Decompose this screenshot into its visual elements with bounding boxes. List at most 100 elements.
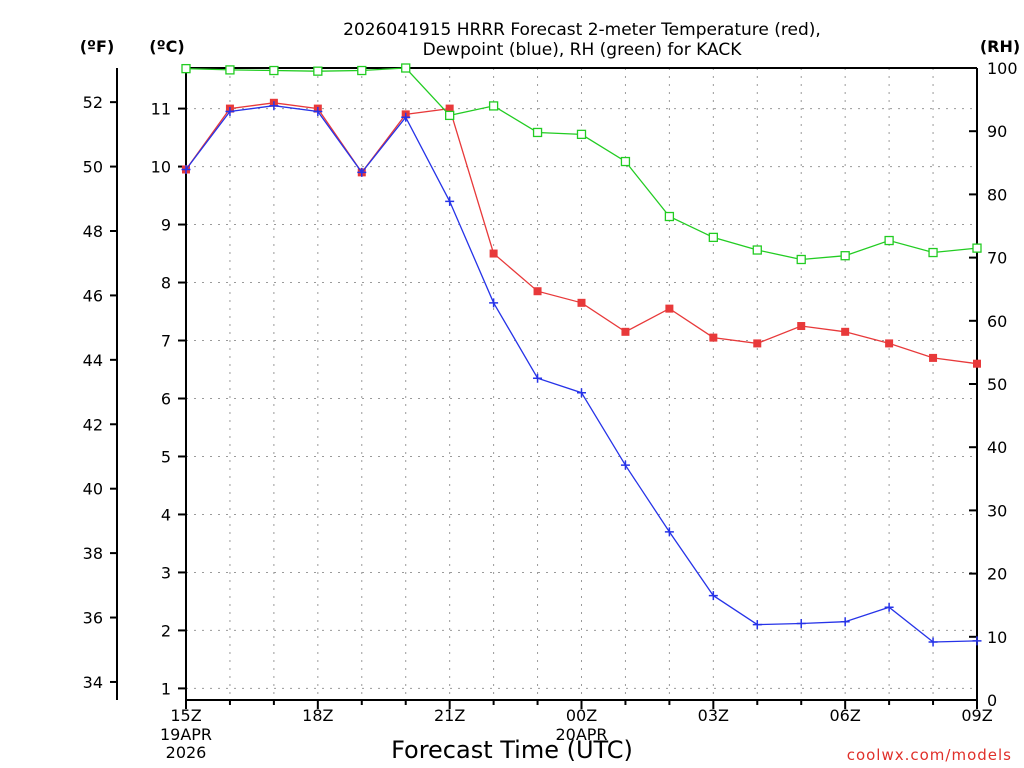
time-tick-label: 09Z [961,706,992,725]
temperature-point [797,322,806,331]
rh-point [708,232,718,243]
dewpoint-point [664,527,674,537]
dewpoint-point [928,637,938,647]
fahrenheit-tick-label: 36 [83,609,103,628]
dewpoint-point [972,636,982,646]
rh-point [576,129,587,140]
temperature-point [665,304,674,313]
rh-point [269,65,279,76]
rh-point [181,63,191,74]
dewpoint-point [269,101,279,111]
celsius-tick-label: 10 [151,158,171,177]
rh-tick-label: 0 [987,691,997,710]
time-tick-date: 20APR [555,725,607,744]
fahrenheit-tick-label: 40 [83,480,103,499]
fahrenheit-tick-label: 48 [83,222,103,241]
fahrenheit-tick-label: 38 [83,544,103,563]
fahrenheit-tick-label: 46 [83,286,103,305]
chart-title-line1: 2026041915 HRRR Forecast 2-meter Tempera… [343,20,821,40]
temperature-point [973,359,981,368]
dewpoint-point [357,167,367,177]
temperature-point [709,333,718,342]
time-tick-label: 18Z [302,706,333,725]
celsius-tick-label: 6 [161,389,171,408]
unit-fahrenheit-label: (ºF) [80,37,115,56]
rh-point [972,243,982,253]
dewpoint-point [708,591,718,601]
rh-point [620,156,631,167]
rh-point [840,251,850,261]
rh-tick-label: 90 [987,122,1007,141]
grid-lines [186,68,977,700]
rh-tick-label: 40 [987,438,1007,457]
x-axis-label: Forecast Time (UTC) [391,736,633,764]
fahrenheit-tick-label: 50 [83,158,103,177]
rh-series-line [185,67,978,261]
credit-link[interactable]: coolwx.com/models [847,746,1012,764]
rh-tick-label: 80 [987,185,1007,204]
temperature-point [841,327,850,336]
time-tick-label: 03Z [698,706,729,725]
dewpoint-point [181,164,191,174]
celsius-tick-label: 9 [161,216,171,235]
time-tick-year: 2026 [166,743,207,762]
rh-tick-label: 100 [987,59,1018,78]
temperature-point [885,339,894,348]
dewpoint-point [225,106,235,116]
unit-celsius-label: (ºC) [149,37,184,56]
rh-point [752,245,762,255]
rh-tick-label: 20 [987,565,1007,584]
dewpoint-point [884,602,894,612]
temperature-point [533,287,542,296]
temperature-point [621,327,630,336]
dewpoint-point [577,388,586,398]
dewpoint-point [796,618,806,628]
fahrenheit-tick-label: 34 [83,673,103,692]
temperature-point [489,249,498,258]
dewpoint-point [445,196,455,206]
rh-point [401,63,411,73]
rh-point [664,211,675,222]
temperature-point [929,353,938,362]
dewpoint-point [620,460,630,470]
dewpoint-point [533,373,543,383]
dewpoint-point [313,106,323,116]
rh-tick-label: 60 [987,312,1007,331]
dewpoint-point [840,617,850,627]
rh-tick-label: 30 [987,501,1007,520]
celsius-tick-label: 5 [161,447,171,466]
rh-tick-label: 70 [987,249,1007,268]
celsius-tick-label: 11 [151,100,171,119]
rh-point [445,110,455,121]
celsius-tick-label: 7 [161,332,171,351]
data-series [181,63,982,647]
axes [116,67,978,701]
celsius-tick-label: 1 [161,679,171,698]
dewpoint-point [752,620,762,630]
time-tick-label: 06Z [830,706,861,725]
fahrenheit-tick-label: 52 [83,93,103,112]
rh-tick-label: 10 [987,628,1007,647]
time-tick-label: 15Z [170,706,201,725]
celsius-tick-label: 3 [161,563,171,582]
rh-tick-label: 50 [987,375,1007,394]
celsius-tick-label: 2 [161,621,171,640]
time-tick-date: 19APR [160,725,212,744]
rh-point [928,247,938,258]
celsius-axis-ticks: 1 2 3 4 5 6 7 8 9 10 11 [151,100,186,698]
rh-point [884,235,894,246]
rh-point [488,101,499,111]
temperature-point [753,339,762,348]
rh-point [313,66,323,76]
fahrenheit-axis-ticks: 34 36 38 40 42 44 46 48 50 52 [83,93,117,692]
chart-title-line2: Dewpoint (blue), RH (green) for KACK [423,40,743,60]
dewpoint-point [489,298,499,308]
fahrenheit-tick-label: 44 [83,351,103,370]
fahrenheit-tick-label: 42 [83,415,103,434]
rh-point [796,254,806,265]
rh-point [225,65,235,75]
celsius-tick-label: 8 [161,274,171,293]
rh-point [532,127,543,138]
